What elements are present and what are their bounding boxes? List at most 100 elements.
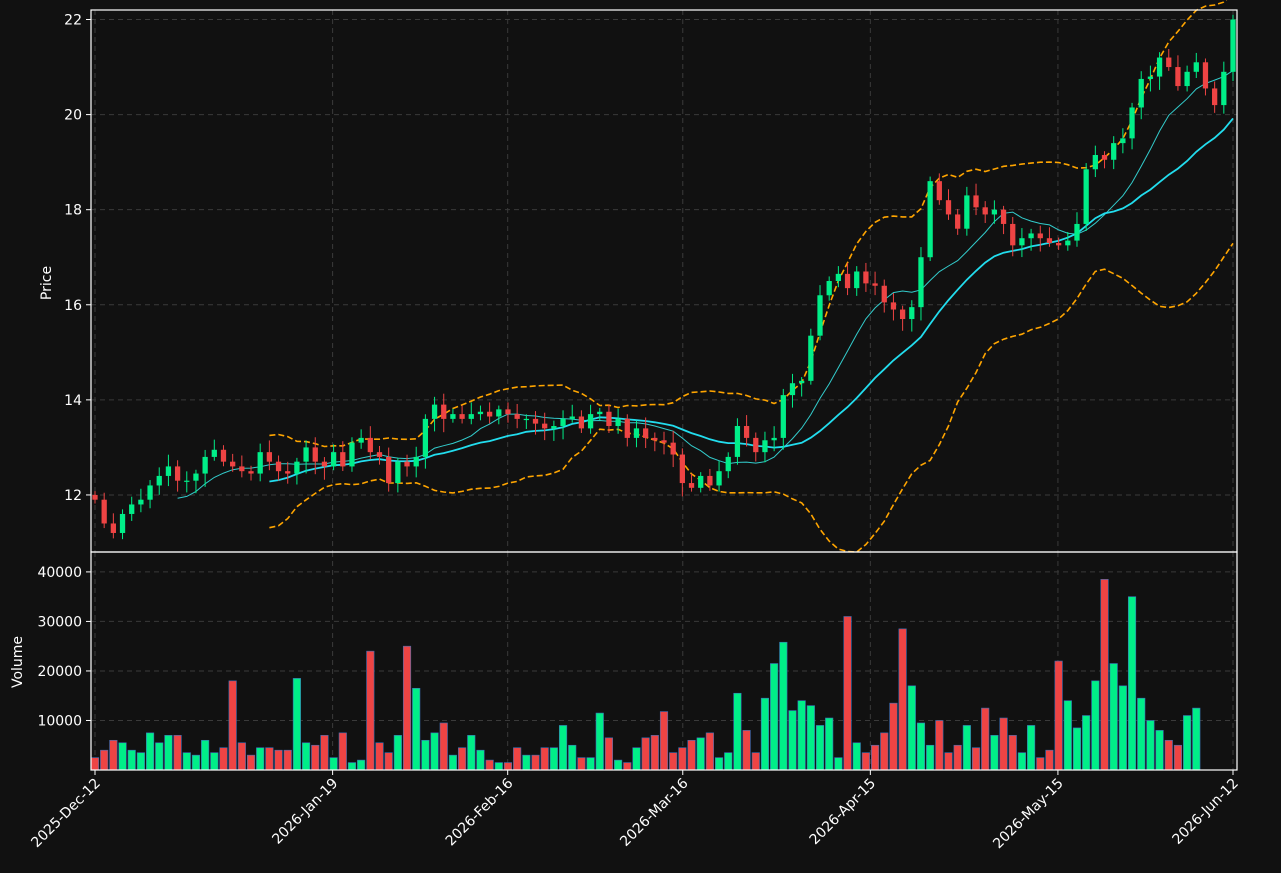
candle-body <box>1129 107 1135 139</box>
volume-y-tick-label: 40000 <box>37 565 82 581</box>
volume-bar <box>118 742 127 771</box>
volume-bar <box>742 730 751 771</box>
candle-body <box>1065 240 1071 246</box>
candle-body <box>569 416 575 419</box>
candle-body <box>716 471 722 486</box>
candle-body <box>147 485 153 500</box>
candle-body <box>1010 223 1016 246</box>
candle-body <box>991 209 998 215</box>
candle-body <box>1166 57 1172 68</box>
volume-bar <box>347 762 357 771</box>
candle-body <box>505 409 511 415</box>
volume-bar <box>604 737 613 771</box>
volume-bar <box>733 692 742 771</box>
volume-bar <box>513 747 522 771</box>
candle-body <box>1101 155 1108 160</box>
candle-body <box>514 414 520 419</box>
candle-body <box>358 437 364 443</box>
volume-bar <box>788 710 797 771</box>
candle-body <box>808 335 814 381</box>
candle-body <box>1156 57 1163 77</box>
volume-bar <box>898 628 907 771</box>
volume-bar <box>861 752 870 771</box>
volume-bar <box>760 697 770 771</box>
candle-body <box>542 423 548 429</box>
volume-bar <box>1100 579 1109 771</box>
volume-bar <box>1173 744 1182 771</box>
volume-bar <box>127 749 136 771</box>
volume-bar <box>558 725 568 771</box>
candle-body <box>945 200 952 215</box>
volume-bar <box>871 744 880 771</box>
volume-bar <box>705 732 714 771</box>
volume-bar <box>329 757 338 771</box>
volume-bar <box>191 754 201 771</box>
candle-body <box>1037 233 1043 239</box>
volume-bar <box>1045 749 1054 771</box>
candle-body <box>1111 143 1117 160</box>
volume-bar <box>182 752 191 771</box>
volume-bar <box>659 711 669 771</box>
candle-body <box>257 452 263 474</box>
candle-body <box>643 428 649 438</box>
candle-body <box>762 440 768 453</box>
volume-bar <box>366 650 375 771</box>
volume-bar <box>100 749 109 771</box>
volume-bar <box>944 752 953 771</box>
volume-bar <box>384 752 393 771</box>
candle-body <box>1175 67 1181 87</box>
candle-body <box>129 504 135 514</box>
candle-body <box>780 395 786 438</box>
volume-bar <box>1082 715 1091 771</box>
volume-bar <box>320 735 329 771</box>
volume-bar <box>1146 720 1155 771</box>
volume-bar <box>687 739 696 771</box>
candle-body <box>496 409 502 417</box>
candle-body <box>835 273 842 281</box>
volume-bar <box>1127 596 1137 771</box>
candle-body <box>652 437 658 441</box>
price-y-tick-label: 20 <box>64 108 82 124</box>
volume-bar <box>311 744 320 771</box>
candle-body <box>92 494 98 500</box>
volume-bar <box>1137 697 1146 771</box>
volume-bar <box>402 645 412 771</box>
candle-body <box>211 449 217 457</box>
volume-bar <box>843 616 852 771</box>
volume-bar <box>1054 660 1063 771</box>
volume-bar <box>1183 715 1192 771</box>
candle-body <box>294 461 300 474</box>
candle-body <box>698 475 704 488</box>
candle-body <box>725 456 731 472</box>
volume-bar <box>302 742 311 771</box>
volume-bar <box>246 754 256 771</box>
candle-body <box>789 383 796 396</box>
candle-body <box>266 452 273 462</box>
volume-bar <box>338 732 347 771</box>
candle-body <box>312 447 318 462</box>
candle-body <box>670 442 676 455</box>
candle-body <box>844 273 851 289</box>
candle-body <box>615 418 621 427</box>
candle-body <box>532 418 539 424</box>
volume-bar <box>173 735 182 771</box>
candle-body <box>1138 78 1144 108</box>
candle-body <box>826 281 832 296</box>
volume-bar <box>155 742 164 771</box>
candle-body <box>1120 138 1126 144</box>
candle-body <box>248 471 254 474</box>
candle-body <box>174 466 181 481</box>
volume-bar <box>503 762 513 771</box>
candle-body <box>1221 71 1227 106</box>
candle-body <box>422 418 429 457</box>
volume-bar <box>1008 735 1017 771</box>
volume-bar <box>1027 725 1036 771</box>
volume-bar <box>825 717 834 771</box>
candle-body <box>799 380 805 384</box>
volume-bar <box>926 744 935 771</box>
volume-bar <box>494 762 503 771</box>
candle-body <box>376 452 383 457</box>
candle-body <box>303 447 309 462</box>
volume-bar <box>1017 752 1026 771</box>
candle-body <box>955 214 961 229</box>
